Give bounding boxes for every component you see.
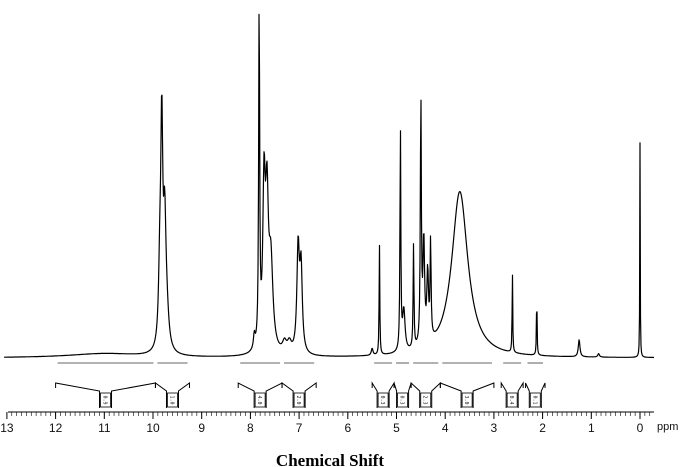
- x-axis-title: Chemical Shift: [276, 451, 384, 467]
- integration-value: 0.3: [379, 395, 385, 404]
- integration-value: 0.4: [508, 395, 514, 404]
- integration-bracket: 2.0: [281, 382, 317, 408]
- tick-label: 11: [98, 421, 111, 435]
- integration-value: 4.0: [256, 395, 262, 404]
- tick-label: 6: [344, 421, 351, 435]
- integration-value: 2.3: [422, 395, 428, 404]
- axis-minor-ticks: [11, 412, 651, 416]
- tick-label: 10: [146, 421, 160, 435]
- integration-bracket: 1.0: [154, 382, 191, 408]
- tick-label: 13: [0, 421, 14, 435]
- integration-value: 1.0: [168, 395, 174, 404]
- integration-value: 0.3: [399, 395, 405, 404]
- tick-label: 3: [491, 421, 498, 435]
- tick-label: 12: [49, 421, 63, 435]
- tick-label: 5: [393, 421, 400, 435]
- integration-bracket: 0.4: [500, 381, 524, 408]
- integration-bracket: 0.3: [393, 382, 412, 408]
- tick-label: 0: [637, 421, 644, 435]
- tick-label: 8: [247, 421, 254, 435]
- tick-label: 1: [588, 421, 595, 435]
- integration-brackets: 0.9 1.0 4.0 2.0 0.3 0.3 2.3 3.0 0.4 0.1: [55, 381, 546, 408]
- integration-bracket: 2.3: [410, 381, 441, 408]
- tick-label: 7: [296, 421, 303, 435]
- integration-value: 3.0: [463, 395, 469, 404]
- axis-unit-label: ppm: [657, 421, 678, 433]
- integration-bracket: 4.0: [237, 382, 283, 408]
- ppm-axis: 13 12 11 10 9 8 7 6 5 4 3 2 1 0 ppm: [0, 411, 678, 435]
- tick-label: 2: [539, 421, 546, 435]
- integration-bracket: 0.9: [55, 382, 156, 408]
- integration-value: 0.1: [531, 395, 537, 404]
- integration-bracket: 3.0: [439, 382, 495, 408]
- integration-value: 2.0: [295, 395, 301, 404]
- spectrum-trace: [3, 13, 655, 359]
- tick-label: 9: [198, 421, 205, 435]
- integration-bracket: 0.3: [371, 381, 395, 408]
- integration-value: 0.9: [102, 395, 108, 404]
- integration-bracket: 0.1: [525, 382, 546, 408]
- axis-major-ticks: [6, 412, 641, 419]
- axis-tick-labels: 13 12 11 10 9 8 7 6 5 4 3 2 1 0: [0, 421, 643, 435]
- tick-label: 4: [442, 421, 449, 435]
